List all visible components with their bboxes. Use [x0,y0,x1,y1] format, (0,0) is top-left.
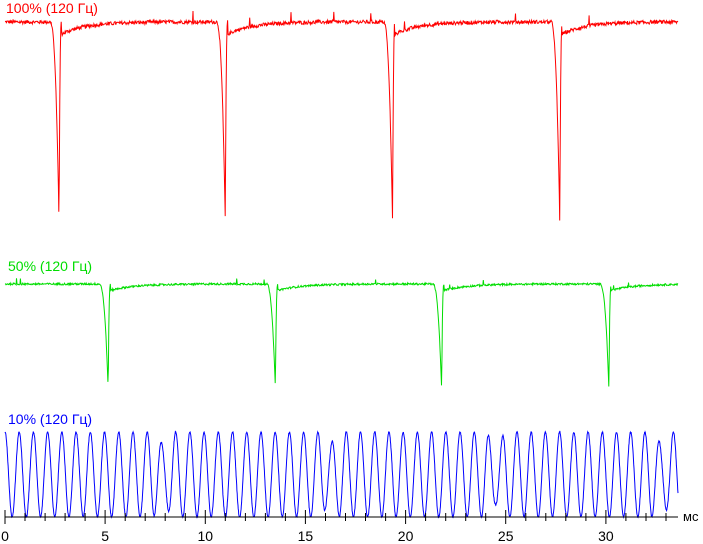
x-tick-label: 25 [498,528,514,544]
x-tick-label: 15 [298,528,314,544]
x-tick-label: 30 [598,528,614,544]
series-100-percent-label: 100% (120 Гц) [6,0,98,16]
x-axis-ticks: 0 5 10 15 20 25 30 [1,510,667,544]
x-tick-label: 0 [1,528,9,544]
series-50-percent-line [4,278,679,387]
x-tick-label: 10 [198,528,214,544]
series-50-percent-label: 50% (120 Гц) [8,258,92,274]
x-tick-label: 20 [398,528,414,544]
x-tick-label: 5 [101,528,109,544]
series-100-percent-line [4,10,679,221]
x-axis-unit-label: мс [683,509,699,524]
series-10-percent-line [4,430,679,519]
series-10-percent-label: 10% (120 Гц) [8,411,92,427]
